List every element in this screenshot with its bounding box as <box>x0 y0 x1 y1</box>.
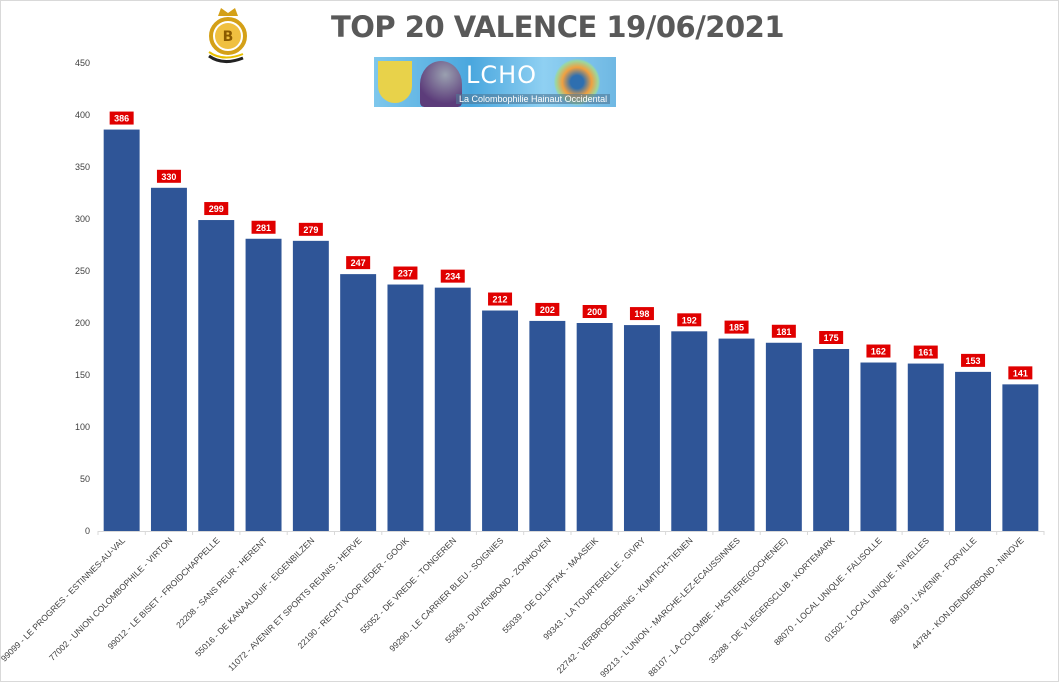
bar <box>150 187 187 532</box>
bar <box>907 363 944 531</box>
bar <box>576 323 613 531</box>
bar <box>340 274 377 531</box>
data-label-bg <box>393 266 418 280</box>
bar <box>198 220 235 532</box>
bar <box>103 129 140 531</box>
y-tick-label: 350 <box>75 162 90 172</box>
data-label: 200 <box>587 307 602 317</box>
bar <box>718 338 755 531</box>
y-tick-label: 300 <box>75 214 90 224</box>
data-label: 181 <box>776 327 791 337</box>
logo-b-letter: B <box>223 29 234 45</box>
data-label: 202 <box>540 305 555 315</box>
data-label: 330 <box>161 172 176 182</box>
bar <box>671 331 708 531</box>
x-tick-label: 99343 - LA TOURTERELLE - GIVRY <box>541 535 647 641</box>
data-label: 141 <box>1013 368 1028 378</box>
data-label-bg <box>771 324 796 338</box>
data-label: 386 <box>114 114 129 124</box>
data-label-bg <box>629 307 654 321</box>
data-label: 198 <box>634 309 649 319</box>
bar <box>387 284 424 531</box>
x-tick-label: 01502 - LOCAL UNIQUE - NIVELLES <box>822 535 931 644</box>
data-label: 247 <box>351 258 366 268</box>
bar <box>482 310 519 531</box>
bar <box>955 371 992 531</box>
data-label-bg <box>488 292 513 306</box>
data-label: 185 <box>729 323 744 333</box>
y-tick-label: 450 <box>75 58 90 68</box>
data-label: 279 <box>303 225 318 235</box>
data-label: 161 <box>918 348 933 358</box>
data-label: 234 <box>445 272 460 282</box>
chart-title: TOP 20 VALENCE 19/06/2021 <box>330 10 785 44</box>
y-tick-label: 200 <box>75 318 90 328</box>
lcho-logo: LCHO La Colombophilie Hainaut Occidental <box>374 57 616 107</box>
data-label-bg <box>156 169 181 183</box>
belgian-federation-logo: B <box>203 6 253 66</box>
data-label-bg <box>346 256 371 270</box>
data-label: 281 <box>256 223 271 233</box>
data-label-bg <box>251 220 276 234</box>
y-tick-label: 50 <box>80 474 90 484</box>
bar <box>765 342 802 531</box>
data-label: 175 <box>824 333 839 343</box>
y-tick-label: 400 <box>75 110 90 120</box>
lcho-name: LCHO <box>466 61 538 89</box>
data-label-bg <box>582 305 607 318</box>
data-label-bg <box>440 269 465 283</box>
y-tick-label: 0 <box>85 526 90 536</box>
x-tick-label: 22208 - SANS PEUR - HERENT <box>174 535 269 630</box>
data-label: 212 <box>493 295 508 305</box>
bar <box>434 287 471 531</box>
data-label: 192 <box>682 315 697 325</box>
bar <box>292 240 329 531</box>
data-label-bg <box>819 331 844 344</box>
data-label-bg <box>535 302 560 316</box>
data-label-bg <box>109 111 134 125</box>
data-label: 299 <box>209 204 224 214</box>
x-tick-label: 88019 - L'AVENIR - FORVILLE <box>888 535 979 626</box>
data-label-bg <box>1008 366 1033 380</box>
y-tick-label: 250 <box>75 266 90 276</box>
bar <box>1002 384 1039 531</box>
data-label-bg <box>724 320 749 334</box>
bar <box>245 238 282 531</box>
y-tick-label: 100 <box>75 422 90 432</box>
data-label-bg <box>961 353 986 367</box>
y-tick-label: 150 <box>75 370 90 380</box>
data-label-bg <box>677 313 702 327</box>
bar <box>529 320 566 531</box>
bar <box>813 349 850 531</box>
data-label-bg <box>913 345 938 359</box>
data-label-bg <box>298 222 323 236</box>
x-tick-label: 55039 - DE OLIJFTAK - MAASEIK <box>500 535 600 635</box>
bar <box>623 325 660 531</box>
lcho-subtitle: La Colombophilie Hainaut Occidental <box>456 94 611 104</box>
data-label-bg <box>866 344 891 358</box>
data-label: 237 <box>398 269 413 279</box>
x-tick-label: 55052 - DE VREDE - TONGEREN <box>358 535 458 635</box>
shield-icon <box>378 61 412 103</box>
pigeon-icon <box>420 61 462 107</box>
data-label: 153 <box>966 356 981 366</box>
bar <box>860 362 897 531</box>
data-label: 162 <box>871 347 886 357</box>
x-tick-label: 55063 - DUIVENBOND - ZONHOVEN <box>443 535 553 645</box>
data-label-bg <box>204 202 229 216</box>
